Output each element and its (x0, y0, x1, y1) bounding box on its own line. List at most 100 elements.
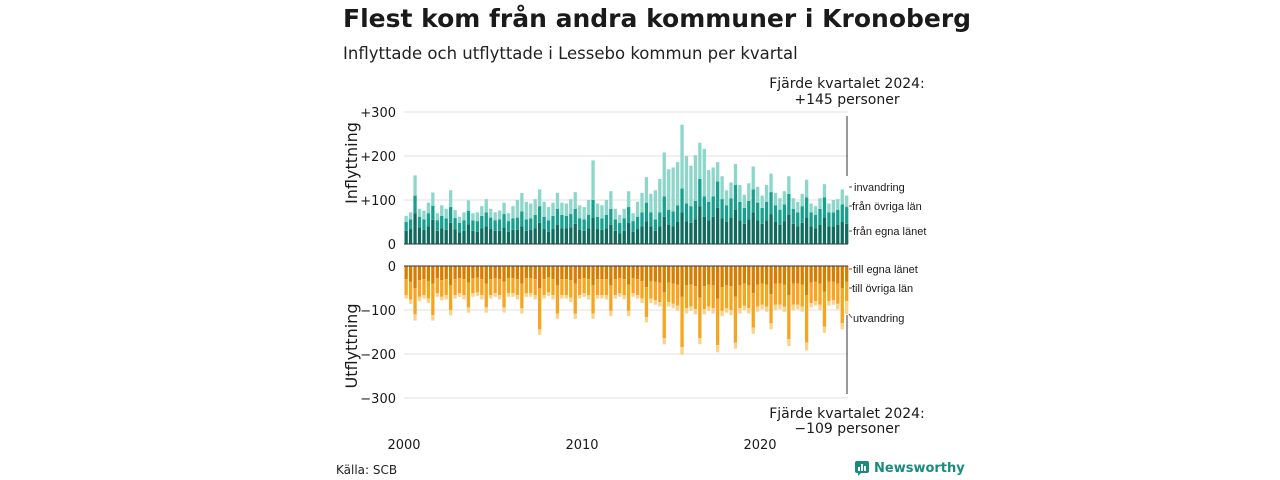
utflyttning-bar-0-4 (422, 266, 426, 280)
ylabel-inflyttning: Inflyttning (342, 122, 361, 204)
utflyttning-bar-0-5 (426, 266, 431, 281)
inflyttning-bar-2-92 (813, 206, 818, 215)
utflyttning-bar-2-24 (511, 293, 515, 297)
utflyttning-bar-2-85 (782, 306, 787, 312)
utflyttning-bar-2-21 (497, 295, 502, 300)
inflyttning-bar-1-7 (435, 220, 439, 231)
utflyttning-bar-1-24 (511, 278, 515, 294)
inflyttning-bar-0-39 (578, 229, 582, 244)
utflyttning-bar-1-89 (800, 284, 804, 307)
inflyttning-bar-2-96 (831, 200, 835, 213)
brand-logo[interactable]: Newsworthy (855, 461, 965, 476)
inflyttning-bar-1-43 (595, 216, 600, 230)
utflyttning-bar-2-56 (653, 300, 657, 305)
inflyttning-bar-0-58 (662, 216, 666, 244)
utflyttning-bar-0-96 (831, 266, 835, 282)
utflyttning-bar-0-47 (613, 266, 617, 280)
inflyttning-bar-0-98 (840, 222, 844, 244)
inflyttning-bar-2-77 (747, 183, 751, 201)
inflyttning-bar-0-10 (449, 222, 453, 244)
inflyttning-bar-2-37 (569, 199, 573, 215)
inflyttning-bar-0-50 (627, 222, 631, 244)
legend: invandring från övriga län från egna län… (848, 182, 926, 325)
inflyttning-bar-2-11 (453, 210, 457, 219)
utflyttning-bar-2-82 (769, 323, 773, 330)
inflyttning-bar-2-73 (729, 182, 733, 199)
inflyttning-bar-1-56 (653, 219, 657, 231)
inflyttning-bar-2-87 (791, 198, 795, 209)
utflyttning-bar-1-97 (836, 283, 840, 304)
utflyttning-bar-1-41 (586, 279, 591, 296)
utflyttning-bar-1-48 (618, 278, 622, 294)
inflyttning-bar-0-37 (569, 227, 573, 244)
utflyttning-bar-1-43 (595, 279, 600, 296)
inflyttning-bar-1-15 (471, 220, 475, 231)
utflyttning-bar-1-26 (520, 283, 524, 309)
inflyttning-bar-1-82 (769, 192, 773, 215)
utflyttning-bar-0-20 (493, 266, 497, 279)
inflyttning-bar-2-56 (653, 190, 657, 220)
utflyttning-bar-2-0 (404, 295, 408, 299)
inflyttning-bar-0-80 (760, 223, 764, 244)
inflyttning-bar-2-89 (800, 193, 804, 207)
utflyttning-bar-1-87 (791, 283, 795, 305)
inflyttning-bar-2-40 (582, 207, 586, 220)
inflyttning-bar-2-93 (818, 198, 822, 209)
inflyttning-bar-2-0 (404, 215, 408, 222)
utflyttning-bar-1-21 (497, 279, 502, 296)
inflyttning-bar-1-6 (431, 205, 435, 220)
inflyttning-bar-0-82 (769, 214, 773, 244)
tick-ut-200: −200 (360, 348, 396, 363)
inflyttning-bar-2-83 (773, 192, 778, 206)
utflyttning-bar-1-8 (440, 280, 444, 297)
inflyttning-bar-0-34 (555, 224, 560, 244)
utflyttning-bar-2-19 (489, 295, 493, 299)
utflyttning-bar-0-78 (751, 266, 755, 294)
inflyttning-bar-0-30 (538, 222, 542, 244)
inflyttning-bar-1-55 (649, 212, 653, 227)
utflyttning-bar-2-27 (524, 293, 528, 297)
inflyttning-bar-2-57 (658, 178, 662, 213)
inflyttning-bar-0-5 (426, 226, 431, 244)
utflyttning-bar-1-29 (533, 279, 537, 296)
annotation-bottom-line1: Fjärde kvartalet 2024: (769, 406, 925, 422)
utflyttning-bar-1-76 (742, 283, 746, 306)
x-tick-2010: 2010 (565, 438, 598, 453)
inflyttning-bar-0-38 (573, 223, 577, 244)
inflyttning-bar-2-43 (595, 203, 600, 217)
inflyttning-bar-0-90 (805, 217, 809, 244)
inflyttning-bar-1-31 (542, 216, 546, 230)
inflyttning-bar-0-87 (791, 223, 795, 244)
inflyttning-bar-1-33 (551, 215, 555, 230)
inflyttning-bar-2-44 (600, 205, 604, 219)
utflyttning-bar-1-14 (466, 282, 471, 308)
utflyttning-bar-2-86 (787, 339, 791, 347)
inflyttning-bar-2-23 (506, 213, 511, 222)
inflyttning-bar-1-29 (533, 214, 537, 229)
inflyttning-bar-2-60 (671, 167, 675, 212)
inflyttning-bar-0-69 (711, 216, 715, 244)
chart-title: Flest kom från andra kommuner i Kronober… (343, 4, 972, 33)
utflyttning-bar-1-17 (480, 279, 484, 296)
utflyttning-bar-1-77 (747, 285, 751, 309)
utflyttning-bar-0-98 (840, 266, 844, 288)
utflyttning-bar-0-12 (457, 266, 462, 279)
inflyttning-bar-2-99 (845, 195, 849, 208)
inflyttning-bar-0-72 (724, 222, 729, 244)
inflyttning-bar-0-85 (782, 221, 787, 244)
utflyttning-bar-2-4 (422, 295, 426, 299)
utflyttning-bar-0-76 (742, 266, 746, 284)
inflyttning-bar-0-99 (845, 223, 849, 244)
inflyttning-bar-2-81 (764, 185, 769, 202)
inflyttning-bar-1-37 (569, 214, 573, 228)
inflyttning-bar-1-87 (791, 208, 795, 224)
inflyttning-bar-2-64 (689, 165, 693, 207)
inflyttning-bar-0-61 (675, 222, 680, 244)
inflyttning-bar-0-12 (457, 232, 462, 244)
utflyttning-bar-1-2 (413, 288, 417, 315)
inflyttning-bar-0-4 (422, 229, 426, 244)
utflyttning-bar-0-86 (787, 266, 791, 296)
inflyttning-bar-0-79 (756, 220, 760, 244)
inflyttning-bar-1-25 (515, 217, 520, 230)
utflyttning-bar-2-79 (756, 306, 760, 312)
